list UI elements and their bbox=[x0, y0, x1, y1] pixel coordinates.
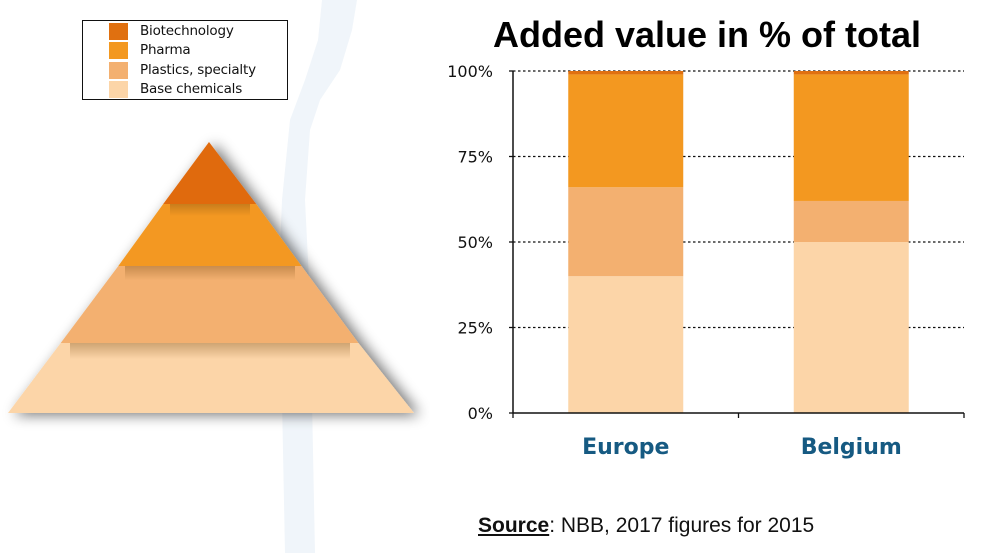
legend-label: Pharma bbox=[140, 42, 191, 58]
y-tick-label: 25% bbox=[457, 319, 493, 338]
pyramid-layer-base-chemicals bbox=[8, 343, 414, 413]
pyramid-band-shadow bbox=[125, 266, 295, 280]
pyramid-band-shadow bbox=[70, 343, 350, 359]
y-tick-label: 50% bbox=[457, 233, 493, 252]
legend-swatch-biotechnology bbox=[109, 22, 128, 40]
bar-segment-plastics-specialty bbox=[793, 200, 909, 242]
pyramid-layer-biotechnology bbox=[163, 142, 257, 204]
legend-item: Biotechnology bbox=[109, 22, 234, 40]
legend-label: Plastics, specialty bbox=[140, 62, 256, 78]
pyramid-band-shadow bbox=[170, 204, 250, 216]
legend-swatch-plastics bbox=[109, 61, 128, 79]
legend: Biotechnology Pharma Plastics, specialty… bbox=[82, 20, 288, 100]
legend-item: Plastics, specialty bbox=[109, 61, 256, 79]
stacked-bar-chart: 0% 25% 50% 75% 100% Europe Belgium bbox=[447, 62, 965, 460]
bars bbox=[568, 71, 909, 413]
legend-swatch-base-chemicals bbox=[109, 80, 128, 98]
x-category-labels: Europe Belgium bbox=[582, 435, 902, 460]
source-text: : NBB, 2017 figures for 2015 bbox=[549, 514, 815, 537]
y-tick-label: 0% bbox=[468, 404, 493, 423]
bar-segment-pharma bbox=[793, 74, 909, 201]
bar-segment-biotechnology bbox=[793, 71, 909, 75]
bar-segment-plastics-specialty bbox=[568, 187, 684, 277]
legend-label: Biotechnology bbox=[140, 23, 234, 39]
legend-item: Base chemicals bbox=[109, 80, 242, 98]
y-tick-labels: 0% 25% 50% 75% 100% bbox=[447, 62, 493, 423]
axes bbox=[509, 70, 965, 418]
x-category-label: Europe bbox=[582, 435, 669, 460]
bar-segment-biotechnology bbox=[568, 71, 684, 75]
y-tick-label: 100% bbox=[447, 62, 493, 81]
bar-segment-base-chemicals bbox=[568, 276, 684, 413]
source-note: Source: NBB, 2017 figures for 2015 bbox=[478, 514, 814, 538]
bar-segment-pharma bbox=[568, 74, 684, 188]
legend-label: Base chemicals bbox=[140, 81, 243, 97]
legend-item: Pharma bbox=[109, 41, 191, 59]
chart-title: Added value in % of total bbox=[493, 14, 922, 55]
bar-segment-base-chemicals bbox=[793, 242, 909, 413]
source-label: Source bbox=[478, 514, 550, 537]
y-tick-label: 75% bbox=[457, 148, 493, 167]
x-category-label: Belgium bbox=[801, 435, 902, 460]
pyramid-layer-pharma bbox=[118, 204, 302, 266]
legend-swatch-pharma bbox=[109, 41, 128, 59]
pyramid-diagram bbox=[8, 142, 414, 413]
pyramid-layer-plastics bbox=[60, 266, 359, 343]
